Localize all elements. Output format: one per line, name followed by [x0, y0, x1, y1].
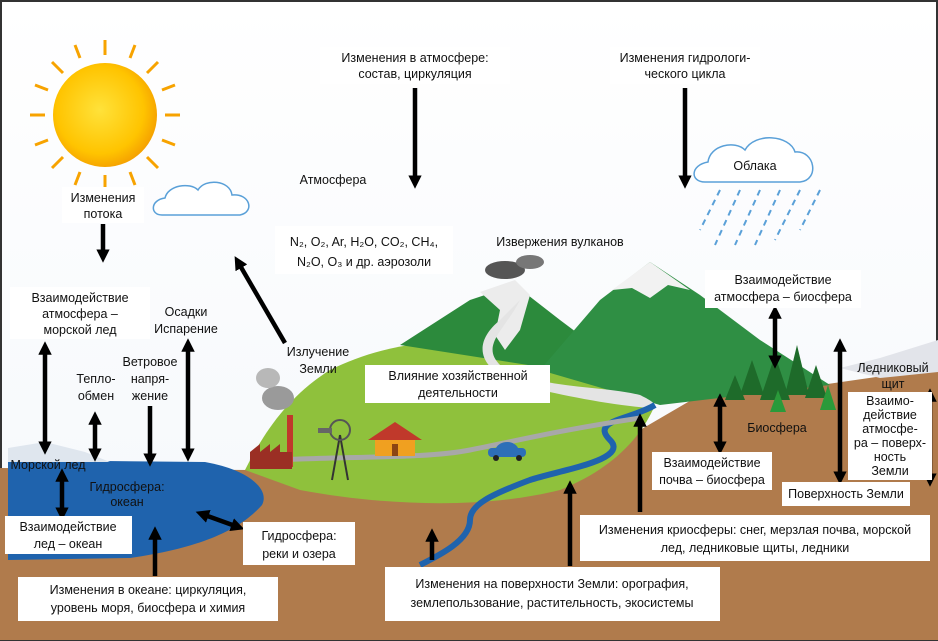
label: щит [882, 377, 905, 391]
label: Взаимодействие [31, 291, 128, 305]
label: землепользование, растительность, экосис… [410, 596, 693, 610]
label: уровень моря, биосфера и химия [51, 601, 245, 615]
label: Извержения вулканов [496, 235, 624, 249]
label: морской лед [43, 323, 117, 337]
label: Атмосфера [300, 173, 367, 187]
label: лед – океан [34, 537, 103, 551]
label: Тепло- [76, 372, 115, 386]
scene [250, 452, 292, 469]
label: атмосфе- [862, 422, 918, 436]
label: обмен [78, 389, 114, 403]
scene [516, 455, 522, 461]
label: Излучение [287, 345, 349, 359]
label: Поверхность Земли [788, 487, 904, 501]
label: Ветровое [123, 355, 178, 369]
label: Взаимо- [866, 394, 914, 408]
label: Изменения в атмосфере: [341, 51, 488, 65]
label: ность [874, 450, 906, 464]
scene [256, 368, 280, 388]
label: Гидросфера: [89, 480, 164, 494]
scene [392, 444, 398, 456]
label: состав, циркуляция [358, 67, 471, 81]
label: Влияние хозяйственной [388, 369, 527, 383]
scene [262, 386, 294, 410]
scene [318, 428, 332, 433]
label: Изменения в океане: циркуляция, [50, 583, 247, 597]
label: Гидросфера: [261, 529, 336, 543]
scene [493, 455, 499, 461]
label: Взаимодействие [734, 273, 831, 287]
label: Взаимодействие [19, 520, 116, 534]
label: Биосфера [747, 421, 807, 435]
label: Морской лед [11, 458, 87, 472]
label: ческого цикла [645, 67, 726, 81]
label: Изменения гидрологи- [620, 51, 751, 65]
label: океан [110, 495, 143, 509]
label: действие [863, 408, 917, 422]
label: Изменения на поверхности Земли: орографи… [415, 577, 688, 591]
label: реки и озера [262, 547, 336, 561]
label: ра – поверх- [854, 436, 926, 450]
label: Земли [299, 362, 336, 376]
label: Ледниковый [857, 361, 928, 375]
label: жение [132, 389, 168, 403]
label: Земли [871, 464, 908, 478]
label: атмосфера – биосфера [714, 290, 852, 304]
label: Изменения криосферы: снег, мерзлая почва… [599, 523, 911, 537]
scene [53, 63, 157, 167]
label: Взаимодействие [663, 456, 760, 470]
label: напря- [131, 372, 169, 386]
label: N₂O, O₃ и др. аэрозоли [297, 255, 431, 269]
label-boxe [385, 567, 720, 621]
label: лед, ледниковые щиты, ледники [661, 541, 850, 555]
label: Изменения [71, 191, 136, 205]
label: атмосфера – [42, 307, 118, 321]
label: почва – биосфера [659, 473, 765, 487]
scene [516, 255, 544, 269]
label: Осадки [165, 305, 208, 319]
label: N₂, O₂, Ar, H₂O, CO₂, CH₄, [290, 235, 438, 249]
label: Облака [733, 159, 776, 173]
label: потока [84, 207, 123, 221]
diagram: Изменения в атмосфере: состав, циркуляци… [0, 0, 938, 641]
label: Испарение [154, 322, 218, 336]
label: деятельности [418, 386, 498, 400]
